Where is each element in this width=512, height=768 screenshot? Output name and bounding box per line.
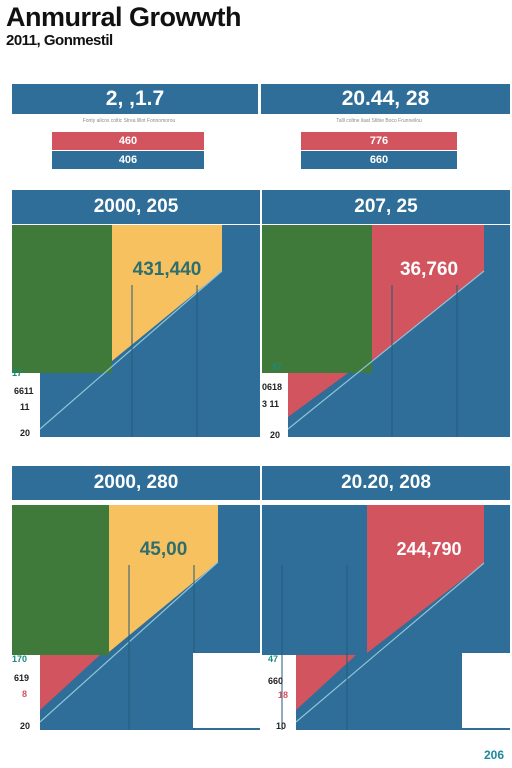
chart-1-title: 2000, 205 xyxy=(12,190,260,224)
chart-2-axis-min: 20 xyxy=(270,430,281,440)
chart-1-ylabel-1: 17 xyxy=(12,368,23,378)
chart-3-green-area xyxy=(12,505,109,655)
top-card-2-bar-1: 776 xyxy=(301,132,457,150)
chart-2-ylabel-1: 97 xyxy=(272,362,283,372)
chart-4-value-label: 244,790 xyxy=(396,539,461,559)
chart-1-plot: 431,440 xyxy=(12,225,260,437)
chart-4-accent-area xyxy=(367,505,484,653)
chart-1-axis-min: 20 xyxy=(20,428,31,438)
chart-4-ylabel-3: 18 xyxy=(278,690,289,700)
page-subtitle: 2011, Gonmestil xyxy=(6,32,113,49)
chart-3-ylabel-2: 619 xyxy=(14,673,30,683)
chart-1-trend-line xyxy=(39,270,223,430)
chart-3-left-strip xyxy=(12,655,40,730)
chart-3-value-label: 45,00 xyxy=(140,539,188,560)
chart-2-lower-wedge xyxy=(288,373,348,417)
chart-3-plot: 45,00 xyxy=(12,505,260,730)
chart-2-ylabel-2: 0618 xyxy=(262,382,283,392)
top-card-1-bar-2: 406 xyxy=(52,151,204,169)
top-card-1-bar-1: 460 xyxy=(52,132,204,150)
page-title: Anmurral Growwth xyxy=(6,2,242,32)
chart-1-accent-area xyxy=(112,225,222,361)
chart-2-plot: 36,760 xyxy=(262,225,510,437)
chart-4-title: 20.20, 208 xyxy=(262,466,510,500)
chart-4-plot: 244,790 xyxy=(262,505,510,730)
chart-2-value-label: 36,760 xyxy=(400,259,458,280)
top-card-2-heading: 20.44, 28 xyxy=(261,84,510,114)
chart-4-ylabel-2: 660 xyxy=(268,676,284,686)
chart-4-white-box xyxy=(462,653,510,728)
chart-2-left-strip xyxy=(262,373,288,437)
chart-2-title: 207, 25 xyxy=(262,190,510,224)
chart-1-ylabel-2: 6611 xyxy=(14,386,34,396)
page-number: 206 xyxy=(483,748,504,762)
chart-4-axis-min: 10 xyxy=(276,721,287,731)
chart-1-left-strip xyxy=(12,373,40,437)
chart-2-ylabel-3: 3 11 xyxy=(262,399,280,409)
chart-3-white-box xyxy=(193,653,260,728)
chart-3-lower-wedge xyxy=(40,655,100,710)
top-card-2-bar-2: 660 xyxy=(301,151,457,169)
chart-3-ylabel-1: 170 xyxy=(12,654,28,664)
chart-2-trend-line xyxy=(287,270,485,430)
chart-1-green-area xyxy=(12,225,112,373)
chart-4-ylabel-1: 47 xyxy=(268,654,279,664)
top-card-1-note: Fonty ailcos coltic Strea lillot Fonnomo… xyxy=(82,118,176,124)
chart-1-ylabel-3: 11 xyxy=(20,402,30,412)
chart-4-lower-wedge xyxy=(296,655,356,710)
chart-2-accent-area xyxy=(372,225,484,361)
chart-4-left-strip xyxy=(262,655,296,730)
top-card-2-note: Talll coltne ilaat Stibie Boco Frunneilo… xyxy=(336,118,422,124)
chart-2-green-area xyxy=(262,225,372,373)
chart-3-title: 2000, 280 xyxy=(12,466,260,500)
chart-3-axis-min: 20 xyxy=(20,721,31,731)
chart-4-trend-line xyxy=(295,562,485,723)
chart-3-ylabel-3: 8 xyxy=(22,689,28,699)
chart-3-accent-area xyxy=(109,505,218,652)
chart-1-value-label: 431,440 xyxy=(133,259,202,280)
top-card-1-heading: 2, ,1.7 xyxy=(12,84,258,114)
